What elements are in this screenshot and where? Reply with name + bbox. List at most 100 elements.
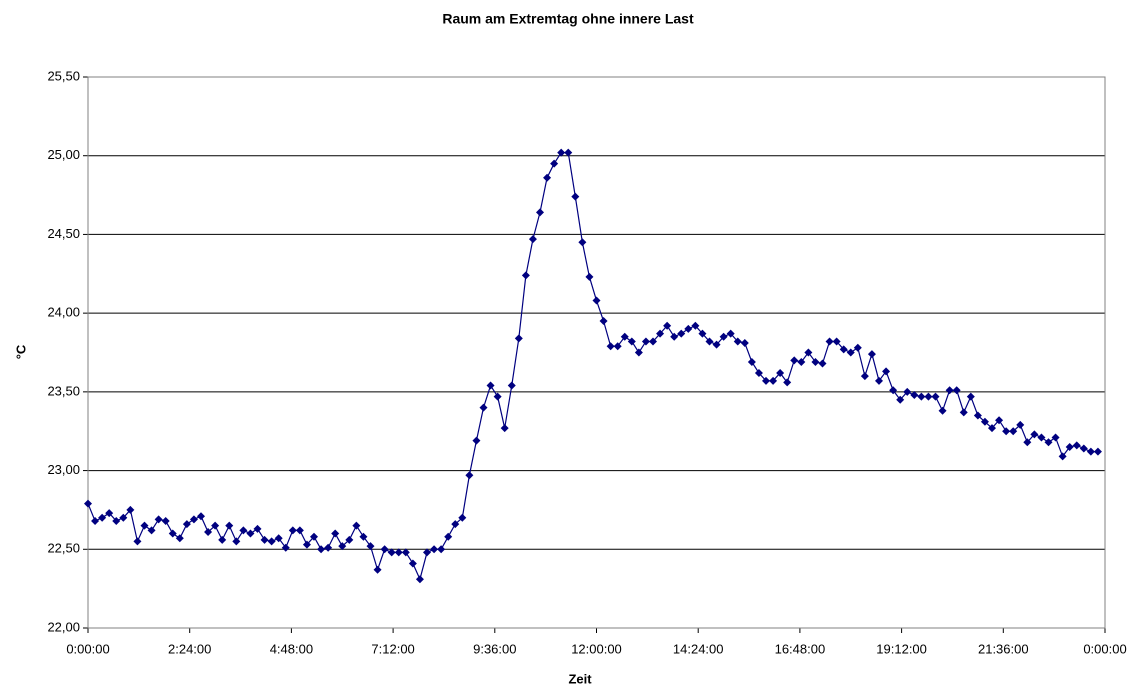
data-point	[550, 159, 559, 168]
data-point	[811, 357, 820, 366]
y-tick-label: 22,00	[47, 619, 80, 634]
data-point	[182, 520, 191, 529]
x-tick-label: 21:36:00	[978, 641, 1029, 656]
data-point	[656, 329, 665, 338]
data-point	[952, 386, 961, 395]
x-tick-label: 0:00:00	[1083, 641, 1126, 656]
data-point	[331, 529, 340, 538]
data-point	[359, 532, 368, 541]
x-tick-label: 12:00:00	[571, 641, 622, 656]
data-point	[451, 520, 460, 529]
data-point	[317, 545, 326, 554]
data-point	[677, 329, 686, 338]
y-tick-label: 22,50	[47, 541, 80, 556]
data-point	[1093, 447, 1102, 456]
data-point	[105, 509, 114, 518]
data-point	[288, 526, 297, 535]
data-point	[1051, 433, 1060, 442]
data-point	[832, 337, 841, 346]
data-point	[274, 534, 283, 543]
data-point	[1072, 441, 1081, 450]
data-point	[896, 395, 905, 404]
data-point	[140, 521, 149, 530]
y-tick-label: 23,00	[47, 462, 80, 477]
data-point	[1086, 447, 1095, 456]
plot-area	[87, 76, 1106, 629]
data-point	[776, 368, 785, 377]
data-point	[959, 408, 968, 417]
data-point	[204, 527, 213, 536]
data-point	[649, 337, 657, 346]
data-point	[980, 417, 989, 426]
data-point	[917, 392, 926, 401]
data-point	[394, 548, 403, 557]
data-point	[564, 148, 573, 157]
data-point	[641, 337, 650, 346]
data-point	[670, 332, 679, 341]
data-point	[684, 324, 693, 333]
x-tick-label: 0:00:00	[66, 641, 109, 656]
x-tick-label: 2:24:00	[168, 641, 211, 656]
data-point	[175, 534, 184, 543]
data-point	[839, 345, 848, 354]
data-point	[352, 521, 361, 530]
data-point	[705, 337, 714, 346]
x-tick-label: 9:36:00	[473, 641, 516, 656]
data-point	[401, 548, 410, 557]
data-point	[119, 513, 128, 522]
data-point	[507, 381, 516, 390]
data-point	[747, 357, 756, 366]
data-point	[557, 148, 566, 157]
data-point	[161, 516, 170, 525]
data-point	[281, 543, 290, 552]
data-point	[260, 535, 269, 544]
data-point	[197, 512, 205, 521]
data-point	[500, 424, 509, 433]
x-tick-label: 7:12:00	[371, 641, 414, 656]
data-point	[790, 356, 799, 365]
data-point	[521, 271, 530, 280]
data-point	[543, 173, 552, 182]
data-point	[380, 545, 389, 554]
data-point	[613, 342, 622, 351]
data-point	[903, 387, 912, 396]
data-point	[295, 526, 304, 535]
data-point	[324, 543, 333, 552]
y-tick-label: 24,00	[47, 305, 80, 320]
data-point	[585, 272, 594, 281]
data-point	[663, 321, 672, 330]
data-point	[310, 532, 318, 541]
data-point	[91, 516, 100, 525]
data-point	[408, 559, 417, 568]
y-axis-label: °C	[13, 344, 28, 359]
data-point	[112, 516, 121, 525]
data-point	[302, 540, 311, 549]
data-point	[430, 545, 439, 554]
y-tick-label: 23,50	[47, 383, 80, 398]
data-point	[627, 337, 636, 346]
data-point	[1009, 427, 1018, 436]
data-point	[345, 535, 354, 544]
data-point	[1030, 430, 1039, 439]
data-point	[458, 513, 467, 522]
data-point	[1044, 438, 1053, 447]
x-tick-label: 4:48:00	[270, 641, 313, 656]
data-point	[726, 329, 735, 338]
data-point	[225, 521, 234, 530]
data-point	[938, 406, 947, 415]
data-point	[189, 515, 198, 524]
data-point	[472, 436, 481, 445]
data-point	[783, 378, 792, 387]
data-point	[253, 524, 262, 533]
data-point	[147, 526, 156, 535]
data-point	[437, 545, 446, 554]
data-point	[719, 332, 728, 341]
data-point	[1065, 442, 1074, 451]
data-point	[1058, 452, 1067, 461]
data-point	[804, 348, 813, 357]
data-point	[620, 332, 629, 341]
data-point	[373, 565, 382, 574]
x-tick-label: 16:48:00	[775, 641, 826, 656]
data-point	[387, 548, 396, 557]
series-line	[87, 151, 1098, 581]
